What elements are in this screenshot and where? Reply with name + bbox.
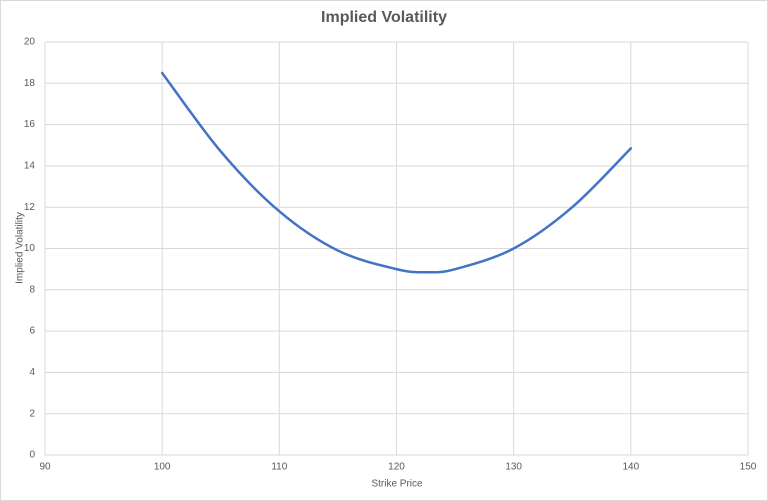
y-tick-label: 4 — [29, 367, 35, 378]
y-tick-label: 8 — [29, 284, 35, 295]
x-tick-label: 110 — [271, 462, 287, 473]
y-tick-label: 6 — [29, 326, 35, 337]
y-tick-label: 12 — [24, 202, 36, 213]
y-tick-label: 10 — [24, 243, 36, 254]
x-tick-label: 120 — [388, 462, 405, 473]
y-tick-label: 16 — [24, 119, 36, 130]
line-series — [160, 71, 633, 274]
x-axis-title: Strike Price — [371, 479, 423, 490]
y-tick-label: 0 — [29, 450, 35, 461]
x-tick-label: 130 — [505, 462, 522, 473]
y-tick-label: 2 — [29, 408, 35, 419]
y-tick-label: 20 — [24, 37, 36, 48]
y-tick-label: 18 — [24, 78, 36, 89]
x-tick-label: 140 — [622, 462, 639, 473]
chart-title: Implied Volatility — [321, 9, 447, 26]
x-tick-label: 150 — [740, 462, 757, 473]
x-tick-label: 100 — [154, 462, 171, 473]
x-tick-label: 90 — [39, 462, 51, 473]
y-tick-label: 14 — [24, 161, 36, 172]
y-axis-title: Implied Volatility — [15, 212, 26, 284]
